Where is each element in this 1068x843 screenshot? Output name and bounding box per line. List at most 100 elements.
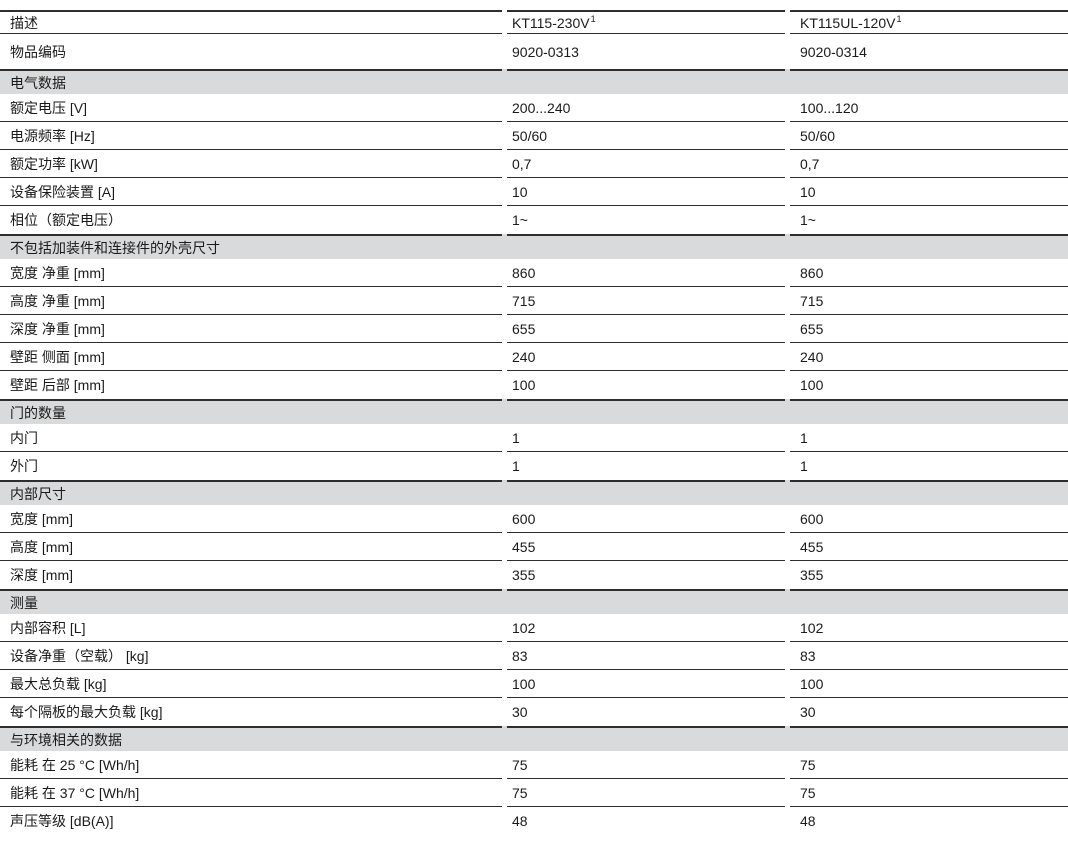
row-value-model-1: 455 bbox=[507, 533, 785, 561]
row-value-model-1: 240 bbox=[507, 343, 785, 371]
row-label: 每个隔板的最大负载 [kg] bbox=[10, 704, 163, 720]
section-spacer-cell-2 bbox=[790, 726, 1068, 751]
row-value-model-1: 860 bbox=[507, 259, 785, 287]
row-label: 宽度 净重 [mm] bbox=[0, 259, 502, 287]
row-value-model-2: 1 bbox=[800, 458, 808, 474]
row-value-model-2: 100 bbox=[790, 670, 1068, 698]
table-row: 外门 1 1 bbox=[0, 452, 1068, 480]
row-label: 电源频率 [Hz] bbox=[0, 122, 502, 150]
row-label: 内门 bbox=[0, 424, 502, 452]
table-row: 高度 [mm] 455 455 bbox=[0, 533, 1068, 561]
row-label: 内部容积 [L] bbox=[0, 614, 502, 642]
row-value-model-1: 9020-0313 bbox=[512, 43, 579, 60]
column-header-model-1-label: KT115-230V bbox=[512, 14, 590, 31]
row-value-model-2: 1 bbox=[790, 424, 1068, 452]
row-value-model-1: 1 bbox=[507, 424, 785, 452]
row-value-model-2: 75 bbox=[790, 779, 1068, 807]
row-value-model-2: 9020-0314 bbox=[800, 43, 867, 60]
table-row: 物品编码 9020-0313 9020-0314 bbox=[0, 34, 1068, 69]
row-label: 深度 [mm] bbox=[10, 567, 73, 583]
row-value-model-1: 355 bbox=[512, 567, 536, 583]
section-title: 电气数据 bbox=[0, 69, 502, 94]
row-value-model-2: 83 bbox=[790, 642, 1068, 670]
section-title: 测量 bbox=[0, 589, 502, 614]
row-value-model-2: 455 bbox=[790, 533, 1068, 561]
table-row: 声压等级 [dB(A)] 48 48 bbox=[0, 807, 1068, 835]
row-label: 物品编码 bbox=[10, 43, 66, 60]
table-row: 宽度 [mm] 600 600 bbox=[0, 505, 1068, 533]
table-row: 额定电压 [V] 200...240 100...120 bbox=[0, 94, 1068, 122]
table-row: 内门 1 1 bbox=[0, 424, 1068, 452]
section-header-row: 测量 bbox=[0, 589, 1068, 614]
table-header-row: 描述 KT115-230V 1 KT115UL-120V 1 bbox=[0, 10, 1068, 34]
row-label: 高度 净重 [mm] bbox=[0, 287, 502, 315]
row-value-model-2: 100 bbox=[800, 377, 824, 393]
table-row: 壁距 侧面 [mm] 240 240 bbox=[0, 343, 1068, 371]
row-value-model-1: 715 bbox=[507, 287, 785, 315]
row-value-model-1: 0,7 bbox=[507, 150, 785, 178]
section-spacer-cell-1 bbox=[507, 589, 785, 614]
row-value-model-2: 100...120 bbox=[790, 94, 1068, 122]
row-label: 高度 [mm] bbox=[0, 533, 502, 561]
row-value-model-1: 200...240 bbox=[507, 94, 785, 122]
row-label: 壁距 后部 [mm] bbox=[10, 377, 105, 393]
table-row: 高度 净重 [mm] 715 715 bbox=[0, 287, 1068, 315]
row-value-model-2: 355 bbox=[800, 567, 824, 583]
section-header-row: 与环境相关的数据 bbox=[0, 726, 1068, 751]
column-header-model-1: KT115-230V 1 bbox=[507, 10, 785, 34]
table-row: 宽度 净重 [mm] 860 860 bbox=[0, 259, 1068, 287]
table-row: 能耗 在 25 °C [Wh/h] 75 75 bbox=[0, 751, 1068, 779]
row-label: 相位（额定电压） bbox=[10, 212, 122, 228]
section-spacer-cell-2 bbox=[790, 234, 1068, 259]
section-header-row: 门的数量 bbox=[0, 399, 1068, 424]
row-value-model-1: 48 bbox=[512, 813, 528, 829]
table-row: 内部容积 [L] 102 102 bbox=[0, 614, 1068, 642]
section-spacer-cell-1 bbox=[507, 69, 785, 94]
section-header-row: 电气数据 bbox=[0, 69, 1068, 94]
row-label: 外门 bbox=[10, 458, 38, 474]
row-value-model-1: 75 bbox=[507, 779, 785, 807]
table-row: 深度 [mm] 355 355 bbox=[0, 561, 1068, 589]
column-header-description-label: 描述 bbox=[10, 14, 38, 31]
section-title: 与环境相关的数据 bbox=[0, 726, 502, 751]
row-value-model-2: 600 bbox=[790, 505, 1068, 533]
row-value-model-2: 75 bbox=[790, 751, 1068, 779]
row-label: 额定功率 [kW] bbox=[0, 150, 502, 178]
row-value-model-1: 75 bbox=[507, 751, 785, 779]
section-spacer-cell-2 bbox=[790, 480, 1068, 505]
row-label: 壁距 侧面 [mm] bbox=[0, 343, 502, 371]
table-row: 深度 净重 [mm] 655 655 bbox=[0, 315, 1068, 343]
table-row: 相位（额定电压） 1~ 1~ bbox=[0, 206, 1068, 234]
section-spacer-cell-1 bbox=[507, 399, 785, 424]
section-header-row: 不包括加装件和连接件的外壳尺寸 bbox=[0, 234, 1068, 259]
section-title: 内部尺寸 bbox=[0, 480, 502, 505]
table-row: 额定功率 [kW] 0,7 0,7 bbox=[0, 150, 1068, 178]
row-value-model-2: 240 bbox=[790, 343, 1068, 371]
row-value-model-1: 1~ bbox=[512, 212, 528, 228]
row-value-model-1: 83 bbox=[507, 642, 785, 670]
table-row: 能耗 在 37 °C [Wh/h] 75 75 bbox=[0, 779, 1068, 807]
row-value-model-1: 102 bbox=[507, 614, 785, 642]
row-label: 宽度 [mm] bbox=[0, 505, 502, 533]
row-value-model-1: 600 bbox=[507, 505, 785, 533]
row-label: 额定电压 [V] bbox=[0, 94, 502, 122]
row-value-model-1: 30 bbox=[512, 704, 528, 720]
row-value-model-1: 100 bbox=[507, 670, 785, 698]
row-value-model-2: 50/60 bbox=[790, 122, 1068, 150]
table-row: 最大总负载 [kg] 100 100 bbox=[0, 670, 1068, 698]
row-value-model-2: 30 bbox=[800, 704, 816, 720]
section-header-row: 内部尺寸 bbox=[0, 480, 1068, 505]
section-spacer-cell-1 bbox=[507, 234, 785, 259]
row-value-model-2: 0,7 bbox=[790, 150, 1068, 178]
column-header-model-2: KT115UL-120V 1 bbox=[790, 10, 1068, 34]
column-header-model-2-label: KT115UL-120V bbox=[800, 14, 896, 31]
table-body: 物品编码 9020-0313 9020-0314 电气数据 额定电压 [V] 2… bbox=[0, 34, 1068, 835]
column-header-description: 描述 bbox=[0, 10, 502, 34]
row-label: 设备净重（空载） [kg] bbox=[0, 642, 502, 670]
row-value-model-1: 655 bbox=[507, 315, 785, 343]
row-value-model-2: 48 bbox=[800, 813, 816, 829]
section-title: 不包括加装件和连接件的外壳尺寸 bbox=[0, 234, 502, 259]
section-spacer-cell-2 bbox=[790, 399, 1068, 424]
row-value-model-1: 100 bbox=[512, 377, 536, 393]
